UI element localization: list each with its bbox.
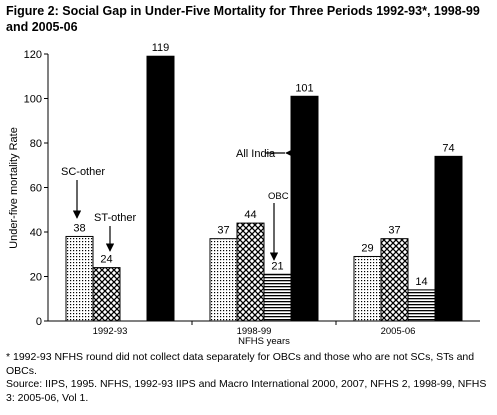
annotation-all-india: All India: [236, 148, 276, 160]
y-tick-label: 20: [30, 272, 42, 284]
y-tick-label: 100: [24, 94, 42, 106]
value-labels-group: 38 24 119 37 44 21 101 29 37 14 74: [73, 42, 454, 288]
annotation-obc-other: OBC Other: [268, 191, 315, 202]
x-axis-label: NFHS years: [238, 336, 290, 347]
bar-sc-other-1992-93: [65, 235, 94, 322]
bar-all-india-1992-93: [146, 55, 175, 322]
y-tick-label: 80: [30, 138, 42, 150]
y-axis: 0 20 40 60 80 100 120: [24, 49, 48, 328]
bar-value-label: 101: [295, 82, 313, 94]
bar-value-label: 44: [244, 209, 256, 221]
bar-value-label: 38: [73, 222, 85, 234]
footnote-source: Source: IIPS, 1995. NFHS, 1992-93 IIPS a…: [6, 378, 487, 404]
bar-obc-other-2005-06: [407, 289, 436, 322]
bar-st-other-1998-99: [236, 222, 265, 322]
bar-value-label: 74: [442, 142, 454, 154]
bar-all-india-1998-99: [290, 95, 319, 322]
bar-obc-other-1998-99: [263, 273, 292, 322]
bar-value-label: 21: [271, 260, 283, 272]
figure-title: Figure 2: Social Gap in Under-Five Morta…: [6, 4, 480, 34]
annotation-st-other: ST-other: [94, 212, 137, 224]
x-tick-label: 1992-93: [93, 326, 128, 337]
y-tick-label: 60: [30, 183, 42, 195]
bar-value-label: 14: [415, 276, 427, 288]
x-tick-label: 2005-06: [381, 326, 416, 337]
bar-st-other-1992-93: [92, 267, 121, 322]
bar-value-label: 37: [388, 225, 400, 237]
bars-group: [65, 55, 463, 322]
y-tick-label: 40: [30, 227, 42, 239]
bar-value-label: 29: [361, 242, 373, 254]
bar-all-india-2005-06: [434, 155, 463, 322]
annotation-sc-other: SC-other: [61, 166, 105, 178]
footnote-1992-93: * 1992-93 NFHS round did not collect dat…: [6, 351, 475, 377]
bar-sc-other-2005-06: [353, 255, 382, 322]
x-tick-label: 1998-99: [237, 326, 272, 337]
bar-value-label: 37: [217, 225, 229, 237]
bar-value-label: 119: [152, 42, 170, 54]
bar-st-other-2005-06: [380, 238, 409, 322]
bar-value-label: 24: [100, 254, 112, 266]
y-tick-label: 120: [24, 49, 42, 61]
y-tick-label: 0: [36, 316, 42, 328]
y-axis-label: Under-five mortality Rate: [8, 127, 20, 249]
annotations-group: SC-other ST-other OBC Other All India: [61, 148, 315, 261]
bar-sc-other-1998-99: [209, 238, 238, 322]
x-axis: 1992-93 1998-99 2005-06: [93, 321, 416, 337]
